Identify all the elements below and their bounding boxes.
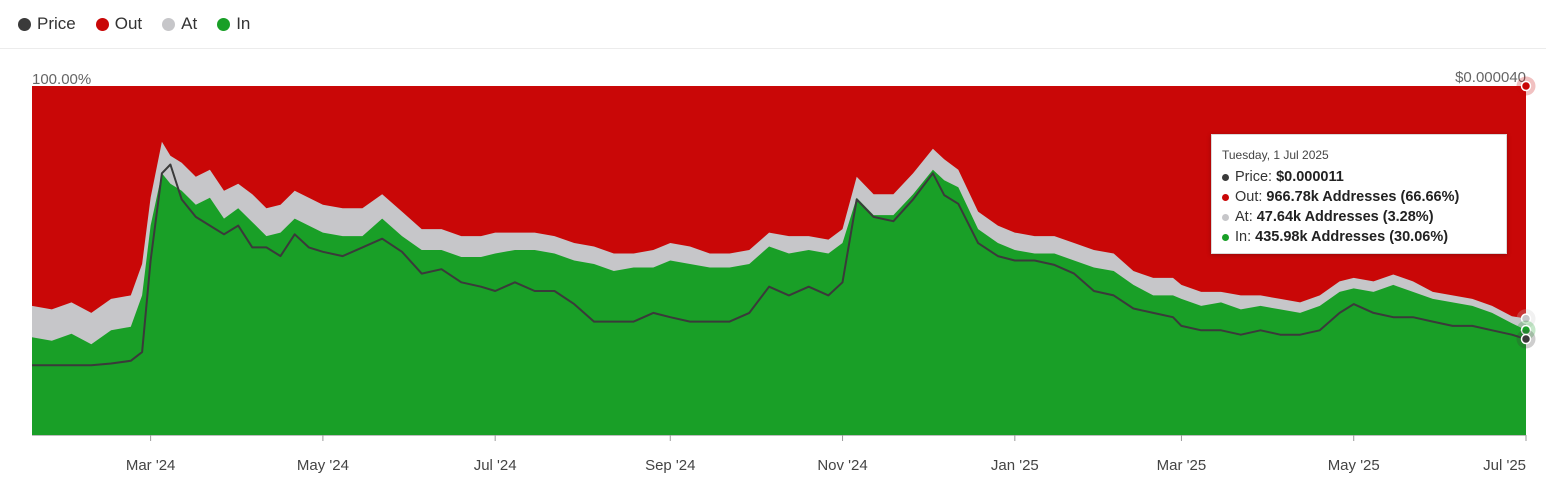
in-dot-icon (1222, 233, 1229, 241)
tooltip-row-out: Out: 966.78k Addresses (66.66%) (1222, 187, 1496, 207)
legend-label-out: Out (114, 14, 143, 33)
tooltip-value-at: 47.64k Addresses (3.28%) (1256, 209, 1434, 225)
price-dot-icon (1222, 173, 1229, 181)
tooltip-value-price: $0.000011 (1276, 169, 1344, 185)
tooltip-label-at: At: (1235, 209, 1253, 225)
x-tick-label: May '25 (1328, 457, 1380, 474)
tooltip-value-in: 435.98k Addresses (30.06%) (1255, 229, 1449, 245)
legend-item-in[interactable]: In (217, 14, 250, 34)
legend-item-at[interactable]: At (162, 14, 197, 34)
legend-item-out[interactable]: Out (95, 14, 143, 34)
tooltip-row-in: In: 435.98k Addresses (30.06%) (1222, 227, 1496, 247)
price-dot-icon (18, 17, 31, 31)
header-divider (0, 48, 1546, 49)
x-tick-label: Jan '25 (991, 457, 1039, 474)
hover-markers (1516, 76, 1536, 349)
legend-label-in: In (236, 14, 251, 33)
in-area (32, 169, 1526, 436)
tooltip-date: Tuesday, 1 Jul 2025 (1222, 148, 1329, 162)
at-dot-icon (162, 17, 176, 31)
x-axis-ticks: Mar '24 May '24 Jul '24 Sep '24 Nov '24 Jan '… (126, 435, 1527, 474)
tooltip-label-price: Price: (1235, 169, 1273, 185)
out-dot-icon (1222, 193, 1229, 201)
out-dot-icon (95, 17, 109, 31)
x-tick-label: Mar '24 (126, 457, 176, 474)
tooltip-label-in: In: (1235, 229, 1252, 245)
legend-item-price[interactable]: Price (18, 14, 76, 34)
chart-legend: Price Out At In (18, 12, 250, 36)
price-marker (1520, 333, 1532, 345)
x-tick-label: May '24 (297, 457, 349, 474)
out-marker (1520, 80, 1532, 92)
at-marker (1520, 313, 1532, 324)
hover-tooltip: Tuesday, 1 Jul 2025 Price: $0.000011 Out… (1211, 134, 1507, 254)
x-tick-label: Jul '25 (1483, 457, 1526, 474)
tooltip-value-out: 966.78k Addresses (66.66%) (1266, 189, 1460, 205)
legend-label-at: At (181, 14, 198, 33)
legend-label-price: Price (37, 14, 76, 33)
x-tick-label: Sep '24 (645, 457, 695, 474)
x-tick-label: Jul '24 (474, 457, 517, 474)
in-dot-icon (217, 17, 231, 31)
price-line (32, 163, 1527, 367)
x-tick-label: Mar '25 (1157, 457, 1207, 474)
tooltip-row-price: Price: $0.000011 (1222, 167, 1496, 187)
tooltip-row-at: At: 47.64k Addresses (3.28%) (1222, 207, 1496, 227)
tooltip-label-out: Out: (1235, 189, 1263, 205)
y-axis-left-label: 100.00% (32, 71, 91, 88)
x-tick-label: Nov '24 (817, 457, 867, 474)
at-dot-icon (1222, 213, 1229, 221)
y-axis-right-label: $0.000040 (1455, 69, 1526, 86)
